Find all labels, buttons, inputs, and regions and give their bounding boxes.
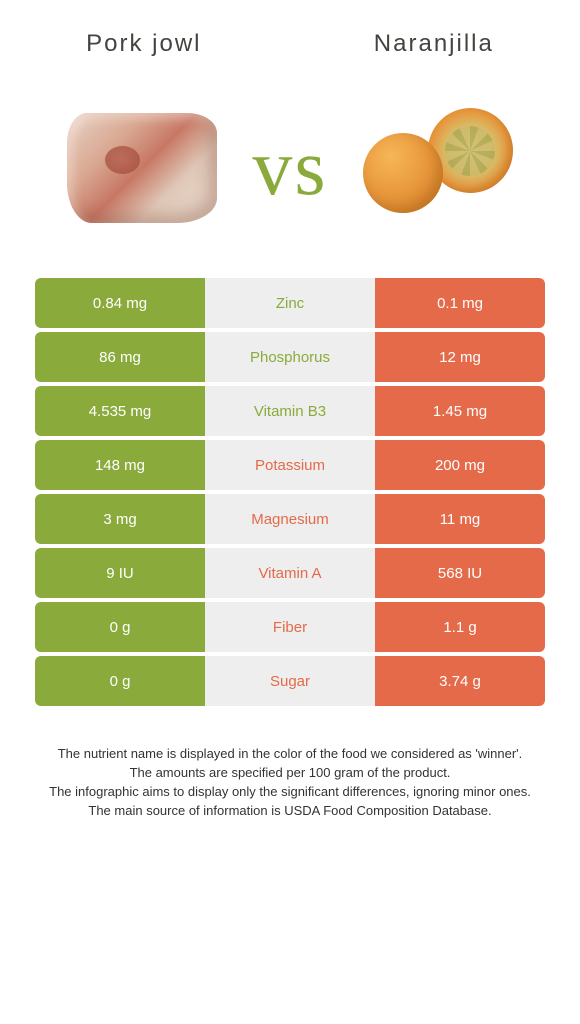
right-food-title: Naranjilla xyxy=(374,30,494,58)
footer-line: The infographic aims to display only the… xyxy=(20,783,560,802)
table-row: 9 IUVitamin A568 IU xyxy=(35,548,545,598)
nutrient-name: Magnesium xyxy=(205,494,375,544)
right-value: 1.1 g xyxy=(375,602,545,652)
left-food-title: Pork jowl xyxy=(86,30,201,58)
left-value: 0 g xyxy=(35,656,205,706)
nutrient-name: Phosphorus xyxy=(205,332,375,382)
nutrient-name: Fiber xyxy=(205,602,375,652)
table-row: 4.535 mgVitamin B31.45 mg xyxy=(35,386,545,436)
nutrient-table: 0.84 mgZinc0.1 mg86 mgPhosphorus12 mg4.5… xyxy=(35,278,545,710)
left-value: 9 IU xyxy=(35,548,205,598)
left-value: 3 mg xyxy=(35,494,205,544)
footer-line: The nutrient name is displayed in the co… xyxy=(20,745,560,764)
right-value: 1.45 mg xyxy=(375,386,545,436)
nutrient-name: Vitamin B3 xyxy=(205,386,375,436)
table-row: 0.84 mgZinc0.1 mg xyxy=(35,278,545,328)
right-value: 3.74 g xyxy=(375,656,545,706)
right-value: 200 mg xyxy=(375,440,545,490)
footer-line: The amounts are specified per 100 gram o… xyxy=(20,764,560,783)
footer-line: The main source of information is USDA F… xyxy=(20,802,560,821)
vs-label: vs xyxy=(252,123,327,214)
table-row: 148 mgPotassium200 mg xyxy=(35,440,545,490)
table-row: 0 gSugar3.74 g xyxy=(35,656,545,706)
title-row: Pork jowl Naranjilla xyxy=(0,30,580,58)
left-value: 86 mg xyxy=(35,332,205,382)
table-row: 3 mgMagnesium11 mg xyxy=(35,494,545,544)
nutrient-name: Zinc xyxy=(205,278,375,328)
nutrient-name: Sugar xyxy=(205,656,375,706)
right-value: 12 mg xyxy=(375,332,545,382)
right-value: 568 IU xyxy=(375,548,545,598)
nutrient-name: Potassium xyxy=(205,440,375,490)
table-row: 0 gFiber1.1 g xyxy=(35,602,545,652)
left-value: 0 g xyxy=(35,602,205,652)
naranjilla-image xyxy=(358,103,518,233)
left-value: 4.535 mg xyxy=(35,386,205,436)
left-value: 0.84 mg xyxy=(35,278,205,328)
right-value: 0.1 mg xyxy=(375,278,545,328)
footer-notes: The nutrient name is displayed in the co… xyxy=(20,745,560,820)
table-row: 86 mgPhosphorus12 mg xyxy=(35,332,545,382)
pork-jowl-image xyxy=(62,103,222,233)
left-value: 148 mg xyxy=(35,440,205,490)
hero-row: vs xyxy=(0,103,580,233)
right-value: 11 mg xyxy=(375,494,545,544)
nutrient-name: Vitamin A xyxy=(205,548,375,598)
